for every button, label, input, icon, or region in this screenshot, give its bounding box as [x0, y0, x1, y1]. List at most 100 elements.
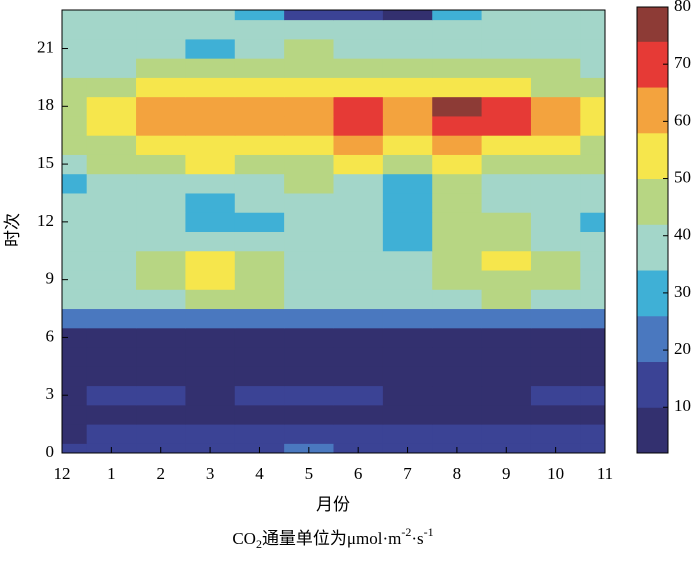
x-tick-label: 6 [354, 464, 363, 483]
plot-frame [61, 9, 606, 454]
contour-cell [185, 154, 236, 175]
contour-cell [481, 366, 532, 387]
contour-cell [530, 289, 581, 310]
contour-cell [333, 173, 384, 194]
contour-cell [333, 327, 384, 348]
contour-cell [86, 424, 137, 444]
caption-part: CO [232, 529, 256, 548]
contour-cell [86, 289, 137, 310]
contour-cell [481, 58, 532, 78]
contour-cell [62, 192, 88, 213]
contour-cell [382, 192, 433, 213]
contour-cell [185, 212, 236, 232]
contour-cell [86, 308, 137, 329]
colorbar-tick-label: 10 [674, 396, 691, 415]
contour-cell [284, 289, 334, 310]
contour-cell [481, 385, 532, 406]
contour-cell [185, 192, 236, 213]
contour-cell [185, 308, 236, 329]
y-axis-label: 时次 [3, 213, 22, 247]
contour-cell [432, 231, 483, 252]
contour-cell [62, 270, 88, 290]
contour-cell [481, 424, 532, 444]
contour-cell [481, 327, 532, 348]
contour-cell [284, 96, 334, 117]
contour-cell [580, 443, 606, 454]
contour-cell [284, 385, 334, 406]
contour-cell [62, 154, 88, 175]
contour-cell [580, 96, 606, 117]
contour-cell [185, 115, 236, 136]
colorbar-band [637, 87, 668, 134]
contour-cell [136, 192, 186, 213]
colorbar-band [637, 132, 668, 180]
contour-cell [382, 404, 433, 425]
contour-cell [432, 96, 483, 117]
contour-cell [432, 347, 483, 367]
contour-cell [284, 327, 334, 348]
contour-cell [284, 173, 334, 194]
contour-cell [432, 135, 483, 155]
contour-cell [136, 270, 186, 290]
contour-cell [481, 77, 532, 98]
x-tick-label: 12 [54, 464, 71, 483]
contour-cell [333, 289, 384, 310]
contour-cell [185, 366, 236, 387]
contour-cell [530, 308, 581, 329]
contour-cell [86, 327, 137, 348]
contour-cell [136, 115, 186, 136]
contour-cell [284, 115, 334, 136]
contour-cell [333, 192, 384, 213]
contour-cell [136, 154, 186, 175]
contour-cell [382, 154, 433, 175]
contour-cell [432, 19, 483, 40]
contour-cell [333, 58, 384, 78]
contour-cell [62, 385, 88, 406]
contour-cell [333, 38, 384, 59]
x-tick-label: 3 [206, 464, 215, 483]
contour-cell [481, 308, 532, 329]
contour-cell [382, 289, 433, 310]
contour-cell [284, 270, 334, 290]
contour-cell [481, 173, 532, 194]
contour-cell [234, 270, 285, 290]
contour-cell [86, 58, 137, 78]
contour-cell [284, 212, 334, 232]
contour-cell [234, 347, 285, 367]
contour-cell [432, 250, 483, 271]
contour-cell [530, 212, 581, 232]
contour-cell [481, 404, 532, 425]
contour-cell [62, 10, 88, 21]
contour-cell [580, 77, 606, 98]
colorbar-band [637, 178, 668, 225]
contour-cell [432, 212, 483, 232]
x-tick-label: 11 [597, 464, 613, 483]
colorbar-tick-label: 30 [674, 282, 691, 301]
contour-cell [432, 115, 483, 136]
contour-cell [62, 173, 88, 194]
contour-cell [62, 19, 88, 40]
contour-cell [333, 385, 384, 406]
x-tick-label: 10 [547, 464, 564, 483]
contour-cell [432, 173, 483, 194]
contour-cell [530, 366, 581, 387]
contour-cell [234, 212, 285, 232]
contour-cell [136, 404, 186, 425]
contour-cell [580, 10, 606, 21]
contour-cell [481, 115, 532, 136]
contour-cell [234, 58, 285, 78]
contour-cell [580, 327, 606, 348]
contour-cell [86, 135, 137, 155]
x-tick-label: 9 [502, 464, 511, 483]
contour-cell [234, 327, 285, 348]
contour-cell [333, 10, 384, 21]
contour-cell [333, 77, 384, 98]
contour-cell [284, 58, 334, 78]
contour-cell [530, 10, 581, 21]
contour-cell [432, 385, 483, 406]
contour-cell [86, 173, 137, 194]
contour-cell [86, 404, 137, 425]
contour-cell [481, 19, 532, 40]
colorbar-band [637, 315, 668, 363]
